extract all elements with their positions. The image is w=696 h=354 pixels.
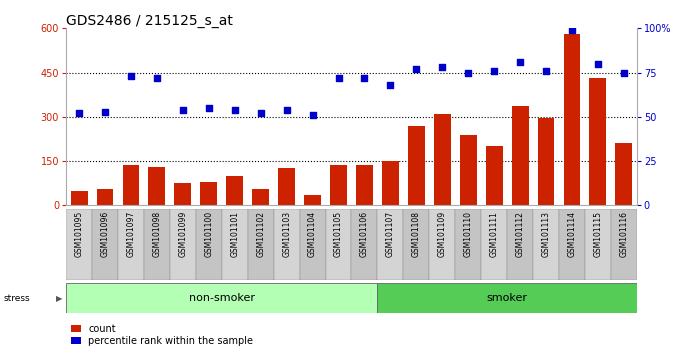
Bar [351, 209, 377, 280]
Bar [248, 209, 274, 280]
Text: GSM101116: GSM101116 [619, 211, 628, 257]
Text: GSM101113: GSM101113 [541, 211, 551, 257]
Text: GDS2486 / 215125_s_at: GDS2486 / 215125_s_at [66, 14, 233, 28]
Point [541, 68, 552, 74]
Point [618, 70, 629, 75]
Bar [66, 209, 92, 280]
Bar [377, 209, 404, 280]
Text: GSM101100: GSM101100 [205, 211, 213, 257]
Bar [278, 169, 295, 205]
Text: GSM101109: GSM101109 [438, 211, 447, 257]
Bar [455, 209, 481, 280]
Text: GSM101107: GSM101107 [386, 211, 395, 257]
Bar [222, 209, 248, 280]
Bar [377, 283, 637, 313]
Bar [559, 209, 585, 280]
Bar [564, 34, 580, 205]
Point [125, 73, 136, 79]
Bar [356, 166, 373, 205]
Text: stress: stress [3, 294, 30, 303]
Bar [71, 190, 88, 205]
Bar [408, 126, 425, 205]
Text: GSM101114: GSM101114 [567, 211, 576, 257]
Bar [122, 166, 139, 205]
Text: GSM101095: GSM101095 [74, 211, 84, 257]
Point [567, 27, 578, 33]
Point [151, 75, 162, 81]
Bar [611, 209, 637, 280]
Bar [175, 183, 191, 205]
Point [411, 66, 422, 72]
Text: GSM101108: GSM101108 [412, 211, 421, 257]
Bar [537, 118, 555, 205]
Bar [326, 209, 351, 280]
Text: GSM101102: GSM101102 [256, 211, 265, 257]
Bar [434, 114, 451, 205]
Bar [148, 167, 166, 205]
Bar [330, 166, 347, 205]
Text: GSM101110: GSM101110 [464, 211, 473, 257]
Legend: count, percentile rank within the sample: count, percentile rank within the sample [71, 324, 253, 346]
Bar [200, 182, 217, 205]
Text: GSM101112: GSM101112 [516, 211, 525, 257]
Bar [118, 209, 144, 280]
Point [229, 107, 240, 113]
Bar [274, 209, 299, 280]
Text: GSM101097: GSM101097 [127, 211, 136, 257]
Point [307, 112, 318, 118]
Point [592, 61, 603, 67]
Text: GSM101098: GSM101098 [152, 211, 161, 257]
Point [436, 64, 448, 70]
Point [359, 75, 370, 81]
Text: GSM101105: GSM101105 [334, 211, 343, 257]
Bar [585, 209, 611, 280]
Text: GSM101106: GSM101106 [360, 211, 369, 257]
Point [333, 75, 344, 81]
Bar [615, 143, 632, 205]
Bar [460, 135, 477, 205]
Point [385, 82, 396, 88]
Bar [97, 189, 113, 205]
Bar [404, 209, 429, 280]
Text: GSM101099: GSM101099 [178, 211, 187, 257]
Text: GSM101111: GSM101111 [490, 211, 498, 257]
Bar [66, 283, 377, 313]
Bar [226, 176, 243, 205]
Text: GSM101103: GSM101103 [282, 211, 291, 257]
Bar [512, 107, 528, 205]
Text: GSM101115: GSM101115 [594, 211, 603, 257]
Point [463, 70, 474, 75]
Bar [533, 209, 559, 280]
Point [177, 107, 189, 113]
Text: smoker: smoker [487, 293, 528, 303]
Bar [92, 209, 118, 280]
Text: GSM101096: GSM101096 [100, 211, 109, 257]
Bar [144, 209, 170, 280]
Bar [382, 161, 399, 205]
Point [203, 105, 214, 111]
Point [100, 109, 111, 114]
Text: GSM101101: GSM101101 [230, 211, 239, 257]
Point [281, 107, 292, 113]
Bar [429, 209, 455, 280]
Bar [196, 209, 222, 280]
Bar [252, 189, 269, 205]
Text: non-smoker: non-smoker [189, 293, 255, 303]
Bar [170, 209, 196, 280]
Bar [304, 195, 321, 205]
Point [489, 68, 500, 74]
Bar [481, 209, 507, 280]
Point [255, 110, 267, 116]
Bar [507, 209, 533, 280]
Point [514, 59, 525, 65]
Text: ▶: ▶ [56, 294, 63, 303]
Point [74, 110, 85, 116]
Bar [590, 79, 606, 205]
Bar [299, 209, 326, 280]
Bar [486, 146, 503, 205]
Text: GSM101104: GSM101104 [308, 211, 317, 257]
